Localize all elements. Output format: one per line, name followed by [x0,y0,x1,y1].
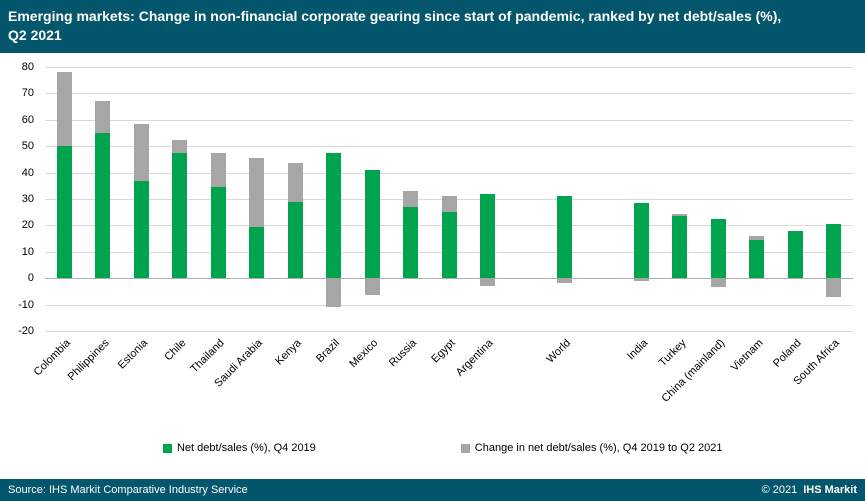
brand-name: IHS Markit [803,484,857,496]
bar-change [403,191,419,207]
chart-area: 80 70 60 50 40 30 20 10 0 -10 -20 Colombia Philippi… [0,53,865,459]
x-axis-label: Turkey [656,337,689,369]
y-axis: 80 70 60 50 40 30 20 10 0 -10 -20 [0,61,40,337]
x-axis-label: Russia [386,337,420,370]
bar-net-debt [403,206,419,279]
y-tick-label: 50 [21,140,34,153]
x-axis-label: Poland [771,337,804,370]
bar-net-debt [710,218,726,279]
bar-change [249,158,265,227]
bar-net-debt [95,133,111,279]
bar-change [710,278,726,288]
chart-title: Emerging markets: Change in non-financia… [8,8,782,43]
bar-change [95,101,111,133]
bar-change [633,278,649,281]
legend-swatch [163,443,172,453]
bar-net-debt [633,202,649,279]
y-tick-label: 80 [21,61,34,73]
copyright-text: © 2021 IHS Markit [762,484,857,496]
y-tick-label: -20 [18,325,34,337]
bar-net-debt [749,239,765,279]
bar-net-debt [479,193,495,279]
legend-label: Net debt/sales (%), Q4 2019 [177,442,316,454]
bar-change [287,163,303,202]
y-tick-label: 30 [21,193,34,205]
bar-net-debt [441,212,457,279]
bar-change [556,278,572,284]
y-tick-label: 60 [21,113,34,126]
copyright-year: © 2021 [761,484,798,496]
gridline [45,172,853,174]
legend-item: Net debt/sales (%), Q4 2019 [163,442,316,454]
bar-net-debt [364,169,380,279]
x-axis-label: Thailand [188,337,227,376]
bar-net-debt [556,196,572,279]
bar-net-debt [287,201,303,279]
gridline [45,278,853,280]
bar-change [672,213,688,217]
bar-change [441,196,457,213]
y-tick-label: 0 [27,272,34,285]
x-axis-label: Argentina [454,337,496,379]
gridline [45,119,853,121]
gridline [45,146,853,148]
bar-change [210,152,226,188]
bar-net-debt [210,187,226,279]
legend: Net debt/sales (%), Q4 2019 Change in net… [45,437,853,459]
y-tick-label: 20 [21,219,34,232]
x-axis-label: Mexico [347,337,381,371]
x-axis-label: Kenya [273,337,304,368]
legend-swatch [460,443,470,453]
bar-change [826,278,842,297]
x-axis-label: Egypt [429,337,458,366]
bar-net-debt [133,180,149,279]
bar-change [133,123,149,181]
x-axis: Colombia Philippines Estonia Chile Thailand S… [31,331,853,435]
y-tick-label: 40 [21,166,34,179]
bar-net-debt [787,230,803,279]
footer-bar: Source: IHS Markit Comparative Industry … [0,479,865,501]
y-tick-label: 10 [21,245,34,258]
bar-net-debt [56,146,72,279]
legend-item: Change in net debt/sales (%), Q4 2019 to… [460,442,723,454]
y-tick-label: 70 [21,87,34,100]
bar-change [326,278,342,308]
gridline [45,67,853,68]
header-bar: Emerging markets: Change in non-financia… [0,0,865,53]
bar-change [749,235,765,240]
legend-label: Change in net debt/sales (%), Q4 2019 to… [474,442,723,454]
x-axis-label: Vietnam [728,337,766,374]
bar-change [479,278,495,287]
gridline [45,331,853,332]
bar-net-debt [172,152,188,279]
bar-net-debt [326,152,342,279]
bar-change [364,278,380,296]
bar-net-debt [826,224,842,279]
bar-net-debt [249,226,265,279]
bar-net-debt [672,216,688,279]
x-axis-label: World [544,337,573,366]
x-axis-label: Brazil [314,337,343,365]
source-text: Source: IHS Markit Comparative Industry … [8,484,248,496]
plot-area [45,67,853,332]
gridline [45,93,853,95]
gridline [45,304,853,306]
x-axis-label: India [624,337,650,363]
x-axis-label: Estonia [115,337,150,372]
bar-change [172,139,188,153]
bar-change [56,72,72,147]
x-axis-label: Chile [161,337,189,364]
y-tick-label: -10 [18,298,34,311]
